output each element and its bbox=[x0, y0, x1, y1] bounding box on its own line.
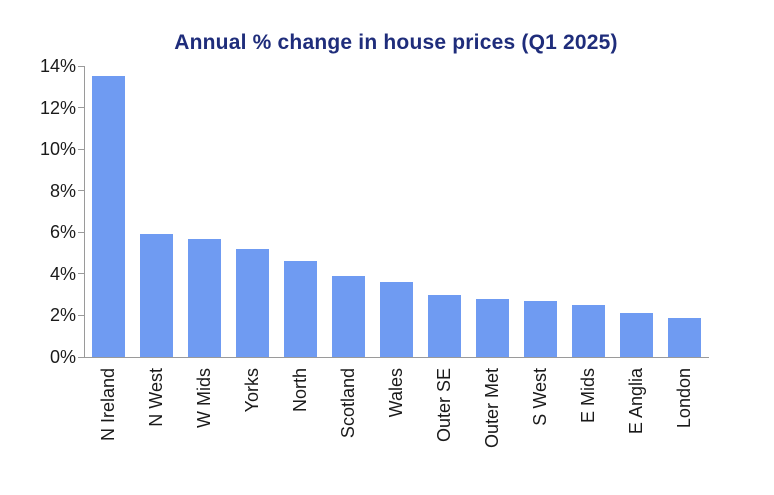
y-tick-label: 8% bbox=[49, 180, 76, 201]
y-tick-mark bbox=[78, 356, 84, 358]
bar bbox=[427, 294, 461, 357]
y-tick-mark bbox=[78, 273, 84, 275]
bar bbox=[235, 248, 269, 357]
bar bbox=[619, 313, 653, 357]
chart-title: Annual % change in house prices (Q1 2025… bbox=[174, 31, 618, 54]
bar bbox=[571, 305, 605, 357]
bar bbox=[475, 298, 509, 357]
y-axis-line bbox=[84, 66, 85, 358]
bar bbox=[667, 317, 701, 357]
x-tick-label: E Mids bbox=[578, 368, 598, 424]
y-tick-label: 12% bbox=[39, 97, 76, 118]
x-tick-label: N West bbox=[146, 368, 166, 427]
bar bbox=[187, 238, 221, 357]
x-tick-label: London bbox=[674, 368, 694, 429]
x-tick-label: North bbox=[290, 368, 310, 413]
y-tick-label: 6% bbox=[49, 222, 76, 243]
y-tick-mark bbox=[78, 190, 84, 192]
x-axis-line bbox=[84, 357, 709, 358]
bar bbox=[283, 261, 317, 357]
x-tick-label: Wales bbox=[386, 368, 406, 418]
y-tick-mark bbox=[78, 107, 84, 109]
x-tick-label: S West bbox=[530, 368, 550, 426]
x-tick-label: W Mids bbox=[194, 368, 214, 428]
bar bbox=[523, 300, 557, 357]
bar bbox=[139, 234, 173, 357]
y-tick-label: 10% bbox=[39, 139, 76, 160]
y-tick-label: 14% bbox=[39, 56, 76, 76]
x-tick-label: Outer SE bbox=[434, 368, 454, 443]
y-tick-mark bbox=[78, 314, 84, 316]
x-tick-label: Yorks bbox=[242, 368, 262, 413]
y-tick-label: 4% bbox=[49, 263, 76, 284]
bar bbox=[91, 76, 125, 357]
x-tick-label: N Ireland bbox=[98, 368, 118, 442]
bar bbox=[331, 275, 365, 357]
x-tick-label: Outer Met bbox=[482, 368, 502, 449]
x-tick-label: Scotland bbox=[338, 368, 358, 439]
y-tick-mark bbox=[78, 231, 84, 233]
y-tick-label: 2% bbox=[49, 305, 76, 326]
bar bbox=[379, 282, 413, 357]
y-tick-label: 0% bbox=[49, 347, 76, 367]
x-tick-label: E Anglia bbox=[626, 368, 646, 435]
y-tick-mark bbox=[78, 65, 84, 67]
y-tick-mark bbox=[78, 148, 84, 150]
